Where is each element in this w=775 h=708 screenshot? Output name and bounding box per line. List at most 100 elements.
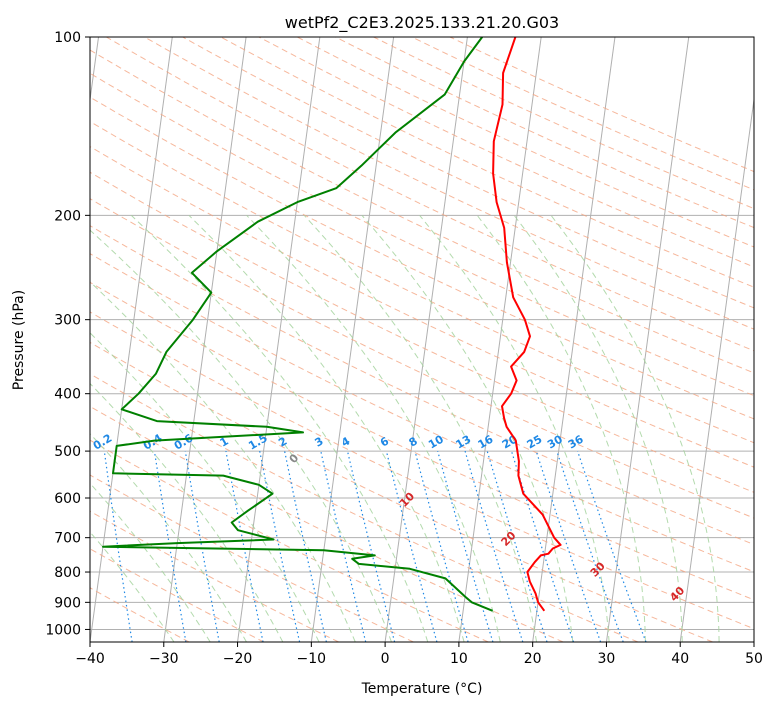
- moist-adiabat-label: 30: [588, 559, 608, 579]
- dry-adiabat-line: [90, 439, 489, 642]
- mixing-ratio-line: [346, 450, 396, 642]
- dry-adiabat-line: [90, 72, 754, 397]
- dry-adiabat-line: [90, 198, 754, 519]
- moist-adiabat-line: [246, 214, 501, 642]
- y-tick-label: 700: [54, 531, 81, 547]
- isotherm-line: [237, 37, 321, 642]
- x-tick-label: 50: [745, 651, 763, 667]
- mixing-ratio-label: 10: [426, 432, 446, 451]
- x-tick-label: 30: [598, 651, 616, 667]
- y-axis-label: Pressure (hPa): [11, 290, 27, 390]
- mixing-ratio-line: [284, 450, 327, 642]
- moist-adiabat-line: [90, 281, 356, 642]
- y-axis-ticks: 100 200 300 400 500 600 700 800 900 1000: [45, 30, 90, 638]
- moist-adiabat-line: [90, 229, 392, 642]
- y-tick-label: 200: [54, 208, 81, 224]
- mixing-ratio-line: [225, 450, 264, 642]
- line-labels: 0.20.40.611.52346810131620253036-100-90-…: [91, 431, 688, 604]
- isotherm-line: [384, 37, 468, 642]
- mixing-ratio-line: [184, 451, 220, 642]
- x-tick-label: 20: [524, 651, 542, 667]
- y-tick-label: 600: [54, 491, 81, 507]
- dry-adiabat-line: [90, 281, 754, 601]
- x-tick-label: −40: [75, 651, 105, 667]
- mixing-ratio-line: [577, 450, 647, 642]
- dry-adiabat-line: [182, 37, 754, 309]
- x-tick-label: 0: [381, 651, 390, 667]
- isotherm-line: [532, 37, 616, 642]
- x-tick-label: −20: [223, 651, 253, 667]
- mixing-ratio-line: [464, 450, 524, 642]
- dry-adiabat-line: [106, 37, 754, 352]
- mixing-ratio-line: [486, 450, 548, 642]
- mixing-ratio-line: [153, 451, 187, 642]
- y-tick-label: 1000: [45, 622, 81, 638]
- x-axis-label: Temperature (°C): [361, 681, 483, 697]
- moist-adiabat-label: 0: [287, 451, 302, 466]
- isotherm-line: [90, 37, 100, 104]
- mixing-ratio-label: 0.2: [91, 432, 114, 453]
- mixing-ratio-label: 2: [276, 435, 289, 450]
- mixing-ratio-label: 30: [545, 432, 565, 451]
- sounding-profiles: [102, 37, 562, 612]
- mixing-ratio-label: 36: [566, 432, 586, 451]
- moist-adiabat-line: [90, 433, 247, 642]
- mixing-ratio-label: 3: [313, 435, 326, 450]
- moist-adiabat-line: [188, 214, 465, 642]
- y-tick-label: 800: [54, 565, 81, 581]
- plot-frame: [89, 36, 755, 643]
- dry-adiabat-line: [90, 120, 754, 444]
- y-tick-label: 400: [54, 387, 81, 403]
- mixing-ratio-line: [385, 450, 438, 642]
- isotherm-line: [458, 37, 542, 642]
- x-tick-label: −10: [297, 651, 327, 667]
- dewpoint-profile: [102, 37, 493, 612]
- isotherm-line: [679, 95, 754, 642]
- dry-adiabat-line: [90, 405, 564, 642]
- y-tick-label: 100: [54, 30, 81, 46]
- dry-adiabat-line: [90, 146, 754, 468]
- isotherm-line: [90, 37, 173, 642]
- dry-adiabat-line: [90, 548, 265, 642]
- x-tick-label: 40: [671, 651, 689, 667]
- moist-adiabat-line: [90, 531, 175, 642]
- temperature-profile: [492, 37, 562, 612]
- x-tick-label: 10: [450, 651, 468, 667]
- moist-adiabat-line: [550, 214, 720, 642]
- dry-adiabat-line: [90, 171, 754, 493]
- mixing-ratio-label: 6: [378, 434, 391, 449]
- dry-adiabat-line: [90, 225, 754, 546]
- dry-adiabat-line: [90, 510, 339, 642]
- moist-adiabat-line: [90, 482, 211, 642]
- plot-background-lines: [90, 37, 754, 642]
- dry-adiabat-line: [90, 373, 639, 642]
- isotherm-line: [753, 638, 754, 642]
- chart-title: wetPf2_C2E3.2025.133.21.20.G03: [285, 13, 559, 33]
- isotherm-line: [163, 37, 247, 642]
- mixing-ratio-line: [556, 450, 624, 642]
- moist-adiabat-line: [130, 214, 429, 642]
- moist-adiabat-line: [513, 214, 683, 642]
- moist-adiabat-line: [476, 214, 646, 642]
- dry-adiabat-line: [90, 96, 754, 420]
- x-axis-ticks: −40 −30 −20 −10 0 10 20 30 40 50: [75, 642, 763, 667]
- mixing-ratio-label: 13: [453, 433, 473, 452]
- y-tick-label: 500: [54, 444, 81, 460]
- moist-adiabat-line: [90, 382, 284, 642]
- moist-adiabat-line: [303, 214, 538, 642]
- dry-adiabat-line: [90, 49, 754, 374]
- mixing-ratio-line: [510, 450, 575, 642]
- mixing-ratio-label: 16: [476, 432, 496, 451]
- dry-adiabat-line: [90, 341, 713, 642]
- mixing-ratio-line: [103, 451, 133, 642]
- mixing-ratio-line: [414, 450, 469, 642]
- mixing-ratio-label: 8: [407, 435, 420, 450]
- moist-adiabat-label: 20: [499, 529, 519, 549]
- moist-adiabat-line: [419, 214, 610, 642]
- y-tick-label: 900: [54, 595, 81, 611]
- dry-adiabat-line: [90, 311, 754, 630]
- dry-adiabat-line: [90, 253, 754, 573]
- y-tick-label: 300: [54, 313, 81, 329]
- mixing-ratio-line: [320, 450, 367, 642]
